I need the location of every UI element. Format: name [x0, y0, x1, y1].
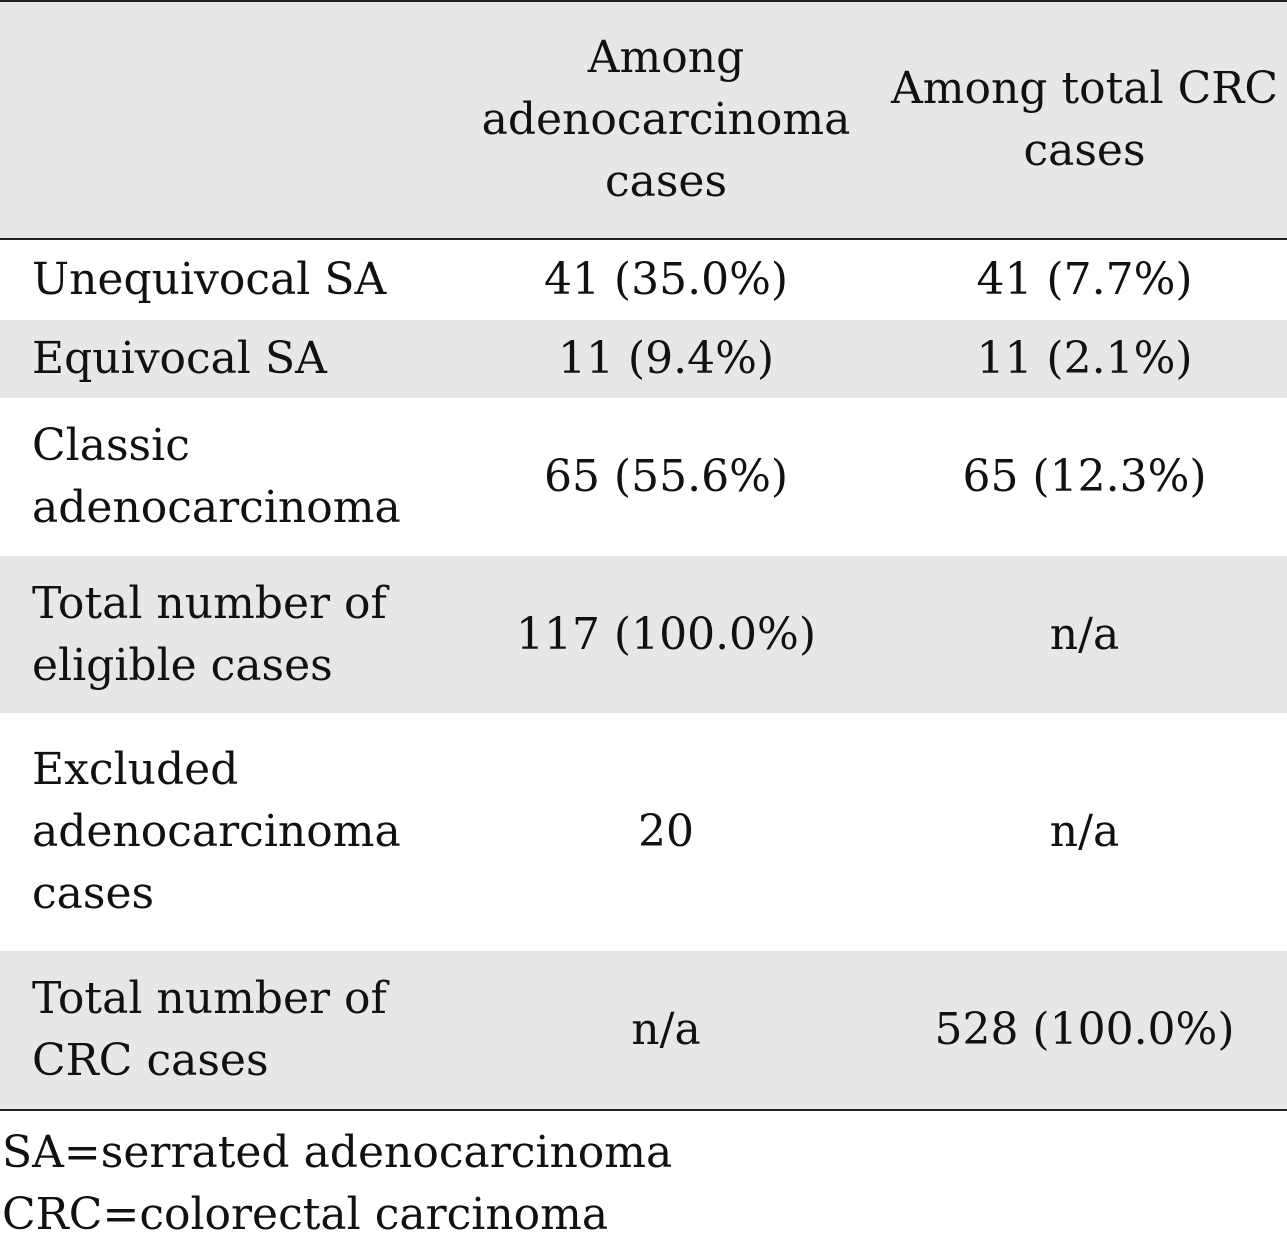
row-label: Excluded adenocarcinoma cases — [32, 744, 401, 919]
table-row: Equivocal SA 11 (9.4%) 11 (2.1%) — [0, 320, 1287, 398]
row-label: Equivocal SA — [32, 333, 327, 384]
footnote-sa-definition: SA=serrated adenocarcinoma — [2, 1127, 673, 1178]
table-row: Total number of eligible cases 117 (100.… — [0, 556, 1287, 713]
header-among-total-crc: Among total CRC cases — [890, 63, 1279, 176]
adenocarcinoma-value: 117 (100.0%) — [515, 608, 817, 660]
total-crc-value: 41 (7.7%) — [976, 254, 1193, 305]
total-crc-value: 528 (100.0%) — [934, 1004, 1235, 1055]
row-label: Total number of CRC cases — [32, 973, 387, 1086]
row-label: Unequivocal SA — [32, 254, 387, 305]
results-table: Among adenocarcinoma cases Among total C… — [0, 1, 1287, 1110]
footnote-crc-definition: CRC=colorectal carcinoma — [2, 1189, 609, 1240]
adenocarcinoma-value: 20 — [638, 806, 694, 857]
header-among-adenocarcinoma: Among adenocarcinoma cases — [481, 32, 851, 207]
adenocarcinoma-value: 65 (55.6%) — [543, 451, 789, 502]
adenocarcinoma-value: 11 (9.4%) — [557, 333, 775, 384]
row-label: Total number of eligible cases — [32, 577, 387, 691]
table-row: Excluded adenocarcinoma cases 20 n/a — [0, 713, 1287, 951]
total-crc-value: n/a — [1049, 806, 1120, 857]
adenocarcinoma-value: n/a — [631, 1004, 701, 1055]
total-crc-value: 65 (12.3%) — [962, 451, 1207, 502]
results-table-container: Among adenocarcinoma cases Among total C… — [0, 1, 1287, 1110]
adenocarcinoma-value: 41 (35.0%) — [543, 254, 789, 305]
table-header-row: Among adenocarcinoma cases Among total C… — [0, 1, 1287, 239]
total-crc-value: n/a — [1049, 608, 1120, 660]
table-row: Classic adenocarcinoma 65 (55.6%) 65 (12… — [0, 398, 1287, 556]
header-empty-cell — [0, 1, 450, 239]
table-footnotes: SA=serrated adenocarcinoma CRC=colorecta… — [2, 1122, 672, 1246]
row-label: Classic adenocarcinoma — [32, 420, 401, 533]
table-row: Total number of CRC cases n/a 528 (100.0… — [0, 951, 1287, 1110]
table-row: Unequivocal SA 41 (35.0%) 41 (7.7%) — [0, 239, 1287, 320]
total-crc-value: 11 (2.1%) — [976, 333, 1193, 384]
